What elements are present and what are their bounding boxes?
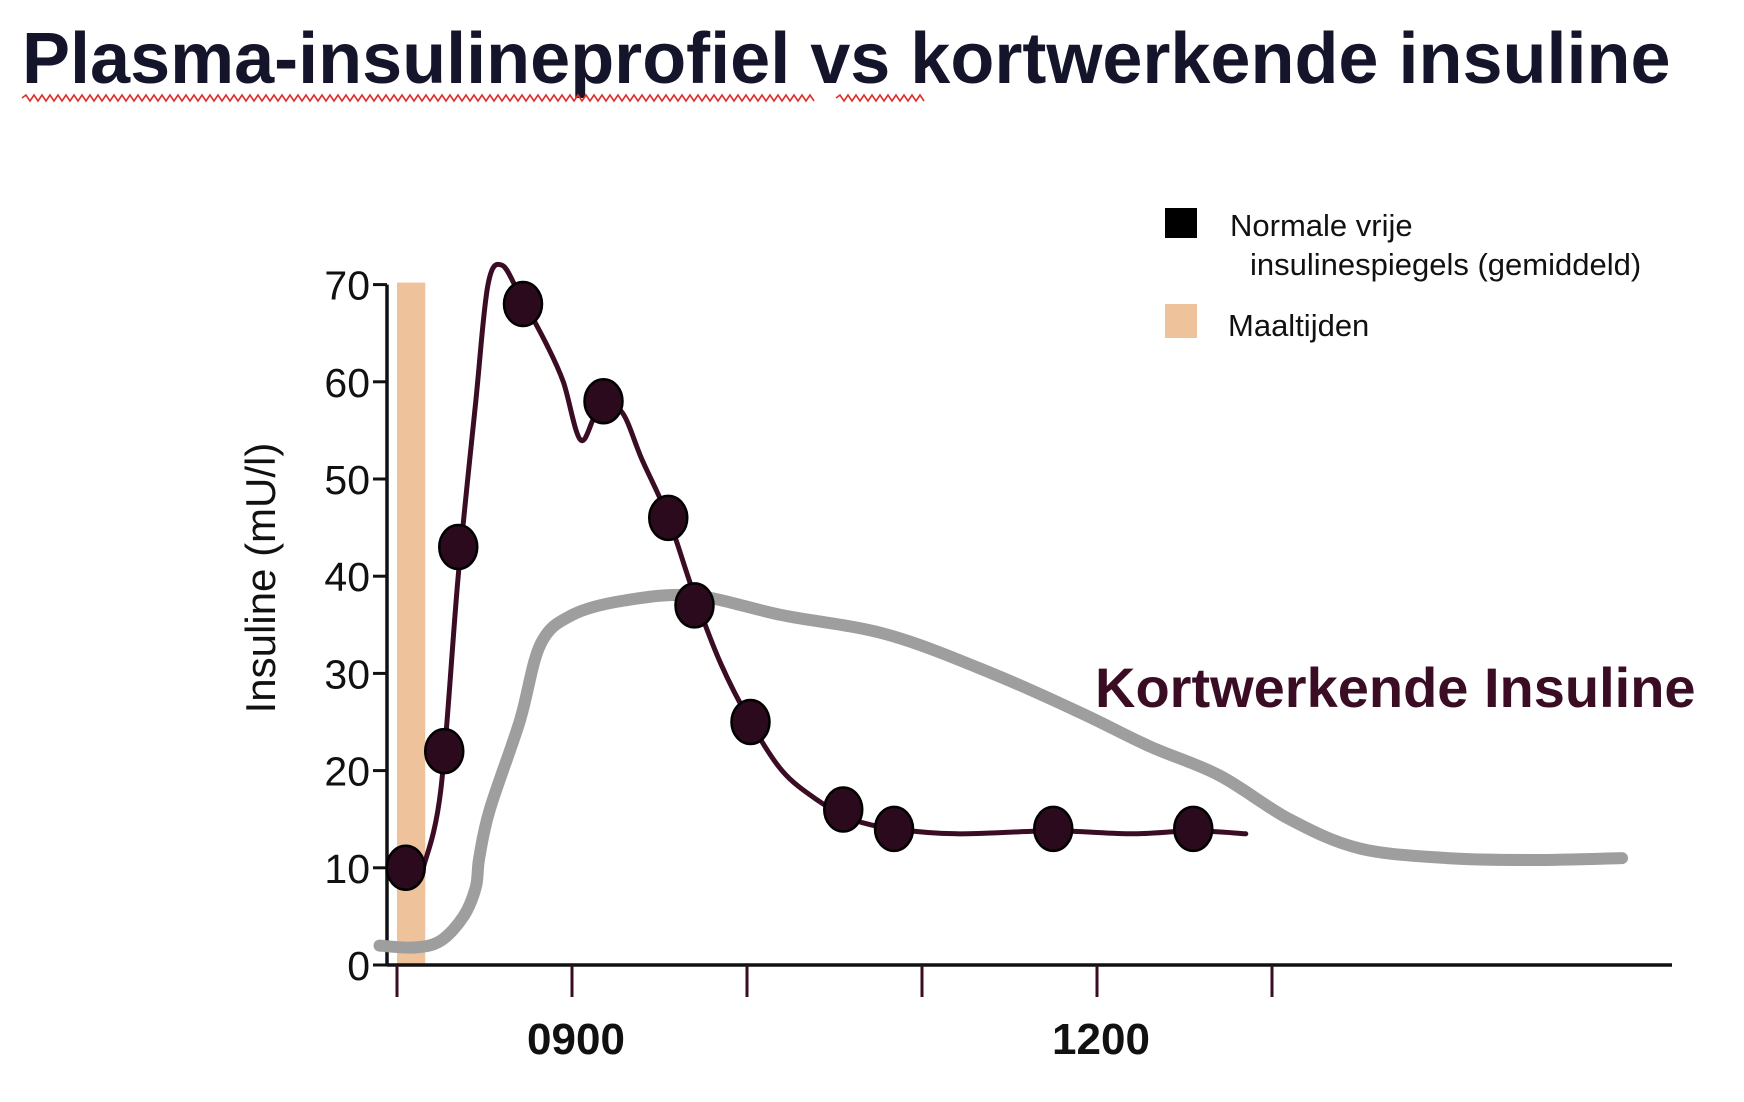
- spellcheck-underline-2: [835, 93, 925, 103]
- y-axis-label: Insuline (mU/l): [237, 443, 284, 714]
- series-line-normale: [420, 261, 1249, 871]
- legend-label-normal-line1: Normale vrije: [1230, 208, 1413, 243]
- data-point: [502, 280, 544, 328]
- y-tick-label: 70: [324, 263, 370, 309]
- x-ticks: 0900 1200: [395, 965, 1274, 1064]
- series-layer: [373, 261, 1628, 954]
- data-point: [730, 698, 771, 746]
- chart-title: Plasma-insulineprofiel vs kortwerkende i…: [22, 19, 1671, 99]
- y-tick-label: 10: [324, 846, 370, 892]
- y-tick-label: 20: [324, 749, 370, 795]
- x-tick-label: 1200: [1052, 1015, 1150, 1064]
- data-point: [1173, 805, 1214, 853]
- data-point: [424, 727, 465, 775]
- legend: Normale vrije insulinespiegels (gemiddel…: [1165, 208, 1641, 343]
- x-tick-label: 0900: [527, 1015, 625, 1064]
- series-line-kortwerkende: [373, 588, 1628, 954]
- points-layer: [385, 280, 1214, 892]
- data-point: [385, 844, 426, 892]
- y-tick-label: 50: [324, 457, 370, 503]
- legend-label-normal-line2: insulinespiegels (gemiddeld): [1250, 247, 1641, 282]
- y-ticks: 0 10 20 30 40 50 60 70: [324, 263, 387, 989]
- data-point: [438, 523, 479, 571]
- legend-label-meals: Maaltijden: [1228, 308, 1369, 343]
- data-point: [873, 805, 915, 853]
- series-annotation-kortwerkende: Kortwerkende Insuline: [1095, 656, 1696, 719]
- y-tick-label: 30: [324, 651, 370, 697]
- data-point: [823, 786, 864, 833]
- data-point: [674, 582, 715, 629]
- y-tick-label: 60: [324, 360, 370, 406]
- y-tick-label: 40: [324, 554, 370, 600]
- spellcheck-underline: [21, 93, 925, 103]
- y-tick-label: 0: [347, 943, 370, 989]
- legend-swatch-normal: [1165, 208, 1197, 238]
- axes: [385, 284, 1672, 967]
- data-point: [583, 377, 624, 425]
- data-point: [648, 494, 689, 542]
- spellcheck-underline-1: [21, 93, 815, 103]
- data-point: [1033, 805, 1074, 853]
- legend-swatch-meals: [1165, 304, 1197, 338]
